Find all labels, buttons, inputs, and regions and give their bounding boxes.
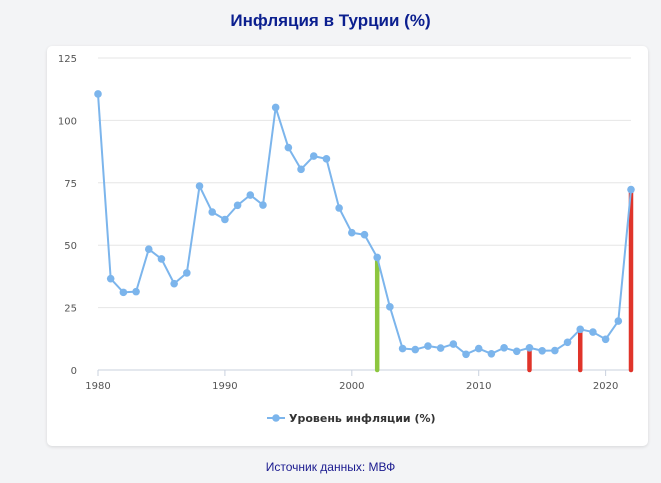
gridlines [98,57,631,371]
data-source: Источник данных: МВФ [265,460,396,474]
data-point-1983 [132,287,140,296]
x-tick-label: 1990 [212,381,237,392]
data-point-2016 [551,346,559,355]
data-point-1995 [284,143,293,152]
data-point-1984 [144,245,153,253]
y-tick-label: 75 [64,179,77,190]
y-tick-label: 50 [64,241,77,252]
data-point-1980 [94,90,102,98]
data-point-2010 [474,344,483,353]
data-point-2004 [398,344,407,353]
data-point-1986 [170,279,178,288]
data-point-2011 [487,349,496,358]
x-tick-label: 2010 [466,381,491,392]
data-point-2020 [601,335,610,344]
y-tick-label: 125 [58,54,77,65]
data-point-2006 [424,342,432,350]
data-point-2012 [500,343,508,352]
data-point-2001 [360,230,369,239]
data-point-2013 [512,347,521,356]
data-point-2021 [614,317,623,325]
data-point-1993 [259,201,267,209]
data-point-2014 [525,343,534,352]
y-tick-label: 100 [58,116,77,127]
data-point-1994 [271,103,280,112]
data-point-1992 [246,191,255,199]
data-point-2008 [449,340,458,348]
data-point-2015 [538,346,546,355]
data-point-2005 [411,345,420,354]
legend[interactable]: Уровень инфляции (%) [267,412,436,425]
data-point-1999 [335,204,343,212]
x-tick-label: 2000 [339,381,364,392]
data-point-1981 [106,274,115,283]
data-point-2000 [348,228,356,237]
legend-marker-icon [272,414,280,422]
data-point-1991 [233,201,242,210]
data-point-2018 [576,325,585,334]
data-point-1990 [221,215,229,224]
x-tick-label: 1980 [85,381,110,392]
data-point-2009 [462,350,470,359]
data-point-2002 [373,253,381,262]
data-point-2019 [589,328,597,336]
data-point-2007 [436,344,445,352]
data-point-1988 [195,182,204,190]
data-point-1996 [297,165,305,174]
y-axis-ticks: 0 25 50 75 100 125 [58,54,77,377]
y-tick-label: 0 [71,366,77,377]
series-line [97,92,632,356]
legend-label: Уровень инфляции (%) [289,412,436,425]
highlight-bars [374,187,634,373]
data-point-1985 [157,255,166,263]
data-point-1989 [208,208,217,216]
data-point-2003 [386,303,394,311]
series-group [94,90,635,359]
y-tick-label: 25 [64,304,77,315]
data-point-1997 [309,152,318,160]
data-point-1982 [119,288,128,297]
x-tick-label: 2020 [593,381,618,392]
x-axis: 1980 1990 2000 2010 2020 [85,370,618,392]
data-point-2022 [627,185,635,194]
data-point-1998 [322,155,331,163]
data-point-1987 [183,269,191,277]
chart-title: Инфляция в Турции (%) [230,11,431,30]
data-point-2017 [563,338,572,347]
